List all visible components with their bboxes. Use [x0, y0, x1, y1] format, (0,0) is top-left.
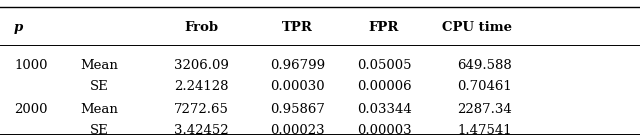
- Text: p: p: [14, 21, 23, 34]
- Text: SE: SE: [90, 80, 109, 93]
- Text: Frob: Frob: [184, 21, 219, 34]
- Text: 0.05005: 0.05005: [356, 59, 412, 72]
- Text: Mean: Mean: [80, 103, 118, 116]
- Text: TPR: TPR: [282, 21, 313, 34]
- Text: 2.24128: 2.24128: [174, 80, 229, 93]
- Text: 0.03344: 0.03344: [356, 103, 412, 116]
- Text: 0.70461: 0.70461: [457, 80, 512, 93]
- Text: 0.00006: 0.00006: [356, 80, 412, 93]
- Text: 2000: 2000: [14, 103, 47, 116]
- Text: FPR: FPR: [369, 21, 399, 34]
- Text: Mean: Mean: [80, 59, 118, 72]
- Text: 0.00030: 0.00030: [270, 80, 325, 93]
- Text: 0.95867: 0.95867: [270, 103, 325, 116]
- Text: 3206.09: 3206.09: [174, 59, 229, 72]
- Text: 2287.34: 2287.34: [457, 103, 512, 116]
- Text: 0.00023: 0.00023: [270, 124, 325, 137]
- Text: CPU time: CPU time: [442, 21, 512, 34]
- Text: SE: SE: [90, 124, 109, 137]
- Text: 0.96799: 0.96799: [270, 59, 325, 72]
- Text: 1000: 1000: [14, 59, 47, 72]
- Text: 1.47541: 1.47541: [458, 124, 512, 137]
- Text: 0.00003: 0.00003: [356, 124, 412, 137]
- Text: 3.42452: 3.42452: [174, 124, 229, 137]
- Text: 649.588: 649.588: [457, 59, 512, 72]
- Text: 7272.65: 7272.65: [174, 103, 229, 116]
